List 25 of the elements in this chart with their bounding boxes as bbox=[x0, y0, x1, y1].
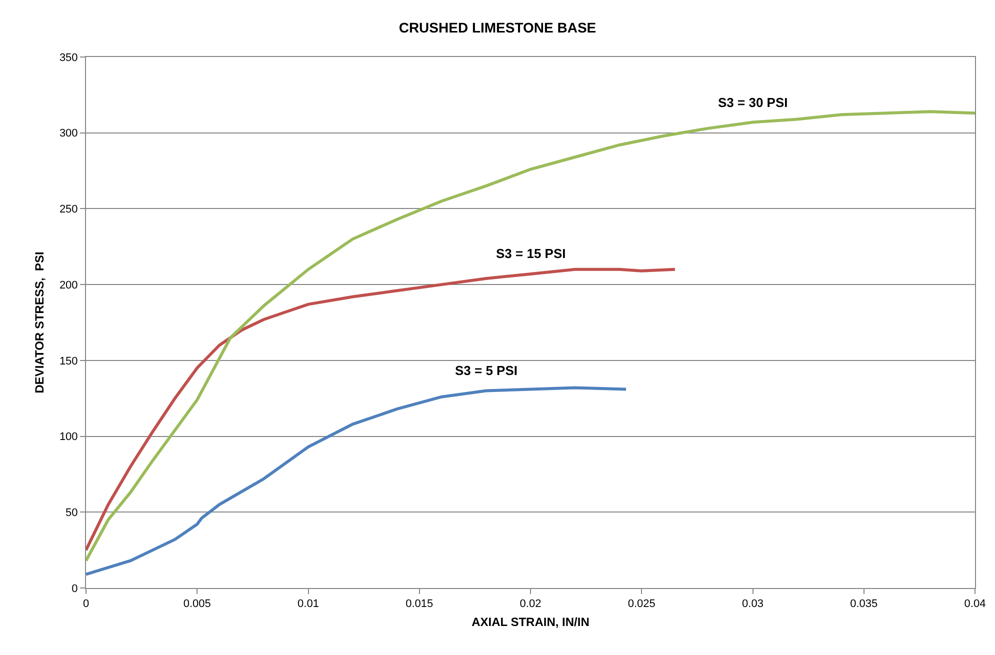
x-tick-label: 0.04 bbox=[964, 598, 986, 610]
series-label: S3 = 15 PSI bbox=[496, 246, 566, 261]
series-label: S3 = 5 PSI bbox=[455, 363, 518, 378]
chart-title: CRUSHED LIMESTONE BASE bbox=[398, 20, 596, 36]
x-tick-label: 0.005 bbox=[183, 598, 211, 610]
x-tick-label: 0 bbox=[82, 598, 90, 610]
series-label: S3 = 30 PSI bbox=[718, 95, 788, 110]
y-tick-label: 200 bbox=[59, 279, 78, 292]
x-axis-title: AXIAL STRAIN, IN/IN bbox=[472, 615, 590, 630]
x-tick-label: 0.015 bbox=[406, 598, 434, 610]
y-tick-label: 350 bbox=[59, 52, 78, 64]
line-series bbox=[86, 386, 628, 576]
y-tick-label: 100 bbox=[59, 431, 78, 444]
y-axis-title: DEVIATOR STRESS, PSI bbox=[32, 252, 47, 394]
y-tick-label: 250 bbox=[59, 204, 78, 216]
x-tick-label: 0.035 bbox=[850, 598, 878, 610]
y-tick-label: 150 bbox=[59, 355, 78, 368]
y-tick-label: 300 bbox=[59, 128, 78, 140]
line-series bbox=[86, 268, 676, 552]
y-tick-label: 0 bbox=[72, 582, 78, 595]
y-tick-label: 50 bbox=[66, 506, 78, 519]
x-tick-label: 0.03 bbox=[742, 598, 764, 610]
x-tick-label: 0.025 bbox=[628, 598, 656, 610]
x-tick-label: 0.02 bbox=[520, 598, 542, 610]
x-tick-label: 0.01 bbox=[298, 598, 319, 610]
